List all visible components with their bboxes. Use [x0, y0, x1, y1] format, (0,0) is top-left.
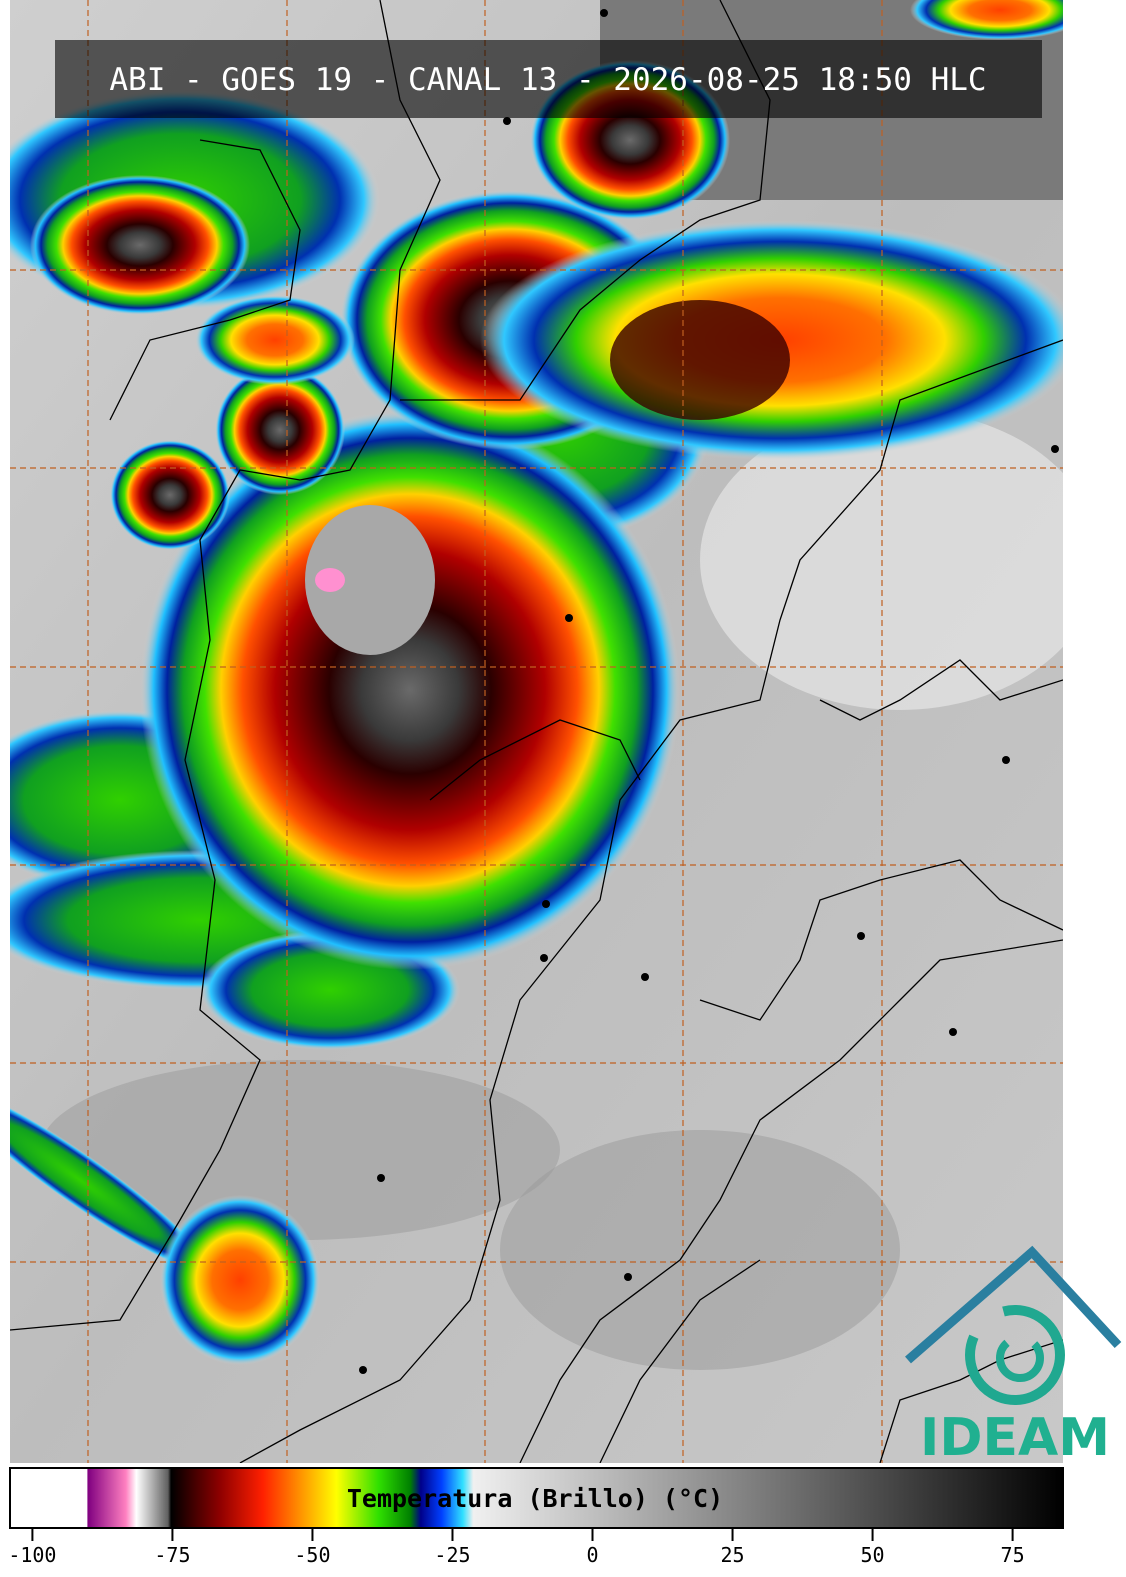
colorbar-tick-label: -100 — [8, 1543, 56, 1567]
colorbar-tick-label: 0 — [586, 1543, 598, 1567]
title: ABI - GOES 19 - CANAL 13 - 2026-08-25 18… — [109, 62, 986, 98]
colorbar-tick-label: -25 — [434, 1543, 470, 1567]
logo: IDEAM — [905, 1245, 1122, 1468]
colorbar-tick-label: 50 — [861, 1543, 885, 1567]
colorbar-tick-label: -50 — [294, 1543, 330, 1567]
logo-text: IDEAM — [920, 1408, 1110, 1468]
colorbar-tick-label: -75 — [154, 1543, 190, 1567]
colorbar-tick-label: 25 — [720, 1543, 744, 1567]
imagery — [10, 0, 1063, 1463]
colorbar-tick-label: 75 — [1001, 1543, 1025, 1567]
colorbar — [9, 1467, 1064, 1529]
title-box — [55, 40, 1042, 118]
colorbar-label: Temperatura (Brillo) (°C) — [347, 1484, 723, 1513]
